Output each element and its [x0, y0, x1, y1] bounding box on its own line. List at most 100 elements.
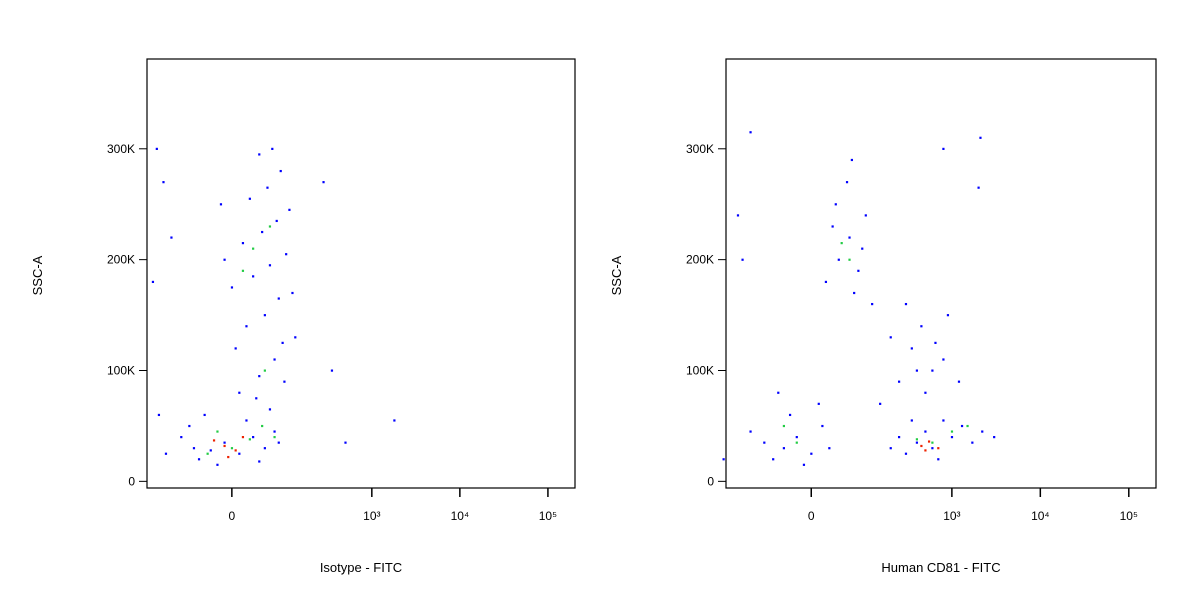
- data-point: [245, 419, 248, 422]
- data-point: [279, 169, 282, 173]
- data-point: [979, 136, 982, 139]
- y-tick-label: 100K: [107, 363, 135, 377]
- data-point: [910, 419, 913, 422]
- data-point: [897, 380, 901, 383]
- data-point: [258, 153, 261, 156]
- data-point: [197, 458, 201, 461]
- data-point: [277, 441, 280, 444]
- data-point: [266, 186, 269, 189]
- data-point: [261, 230, 264, 234]
- data-point: [749, 131, 752, 134]
- data-point: [946, 314, 950, 317]
- x-tick-label: 10⁴: [451, 509, 470, 523]
- data-point: [904, 452, 908, 455]
- data-point: [788, 413, 792, 417]
- data-point: [216, 430, 219, 433]
- data-point: [942, 358, 945, 361]
- data-point: [910, 347, 913, 350]
- data-point: [170, 236, 173, 239]
- data-point: [889, 447, 892, 450]
- data-point: [252, 436, 255, 439]
- x-tick-label: 10⁵: [1120, 509, 1138, 523]
- data-point: [277, 297, 280, 300]
- y-tick-label: 0: [128, 474, 135, 488]
- data-point: [241, 436, 245, 439]
- y-tick-label: 300K: [686, 142, 714, 156]
- data-point: [977, 186, 980, 189]
- data-point: [238, 452, 241, 455]
- data-point: [188, 424, 191, 428]
- y-tick-label: 200K: [107, 253, 135, 267]
- data-point: [209, 449, 212, 452]
- data-point: [821, 424, 824, 428]
- data-point: [261, 424, 264, 428]
- data-point: [927, 440, 931, 443]
- plot: 0 100K 200K 300K 0 10³ 10⁴ 10⁵ Isotype - FITC SSC…: [30, 58, 576, 575]
- data-point: [273, 430, 276, 433]
- data-point: [223, 441, 226, 444]
- x-tick-label: 0: [808, 509, 815, 523]
- x-tick-label: 10⁴: [1031, 509, 1050, 523]
- data-point: [216, 463, 219, 466]
- data-point: [741, 258, 744, 261]
- data-point: [344, 441, 347, 444]
- data-point: [322, 181, 325, 184]
- y-tick-label: 200K: [686, 253, 714, 267]
- data-point: [252, 275, 255, 278]
- data-point: [258, 375, 261, 378]
- data-point: [294, 336, 297, 339]
- data-point: [241, 242, 245, 245]
- data-point: [897, 436, 901, 439]
- data-point: [234, 449, 237, 452]
- data-point: [330, 369, 334, 372]
- data-point: [950, 436, 954, 439]
- data-point: [157, 413, 161, 417]
- data-point: [268, 225, 272, 228]
- data-point: [288, 208, 291, 211]
- data-point: [864, 214, 867, 217]
- data-point: [871, 302, 874, 306]
- data-point: [960, 424, 964, 428]
- data-point: [942, 419, 945, 422]
- data-point: [971, 441, 974, 444]
- data-point: [263, 447, 266, 450]
- data-point: [802, 463, 806, 466]
- data-point: [252, 247, 255, 250]
- data-point: [831, 225, 834, 228]
- data-point: [837, 258, 840, 261]
- data-point: [206, 452, 209, 455]
- data-point: [915, 438, 919, 441]
- data-point: [223, 444, 226, 448]
- data-point: [230, 447, 234, 450]
- data-point: [180, 436, 183, 439]
- data-point: [291, 291, 294, 295]
- data-point: [258, 460, 261, 463]
- data-point: [772, 458, 775, 461]
- y-tick-label: 0: [707, 474, 714, 488]
- y-tick-label: 300K: [107, 142, 135, 156]
- data-point: [828, 447, 831, 450]
- data-point: [879, 402, 882, 405]
- data-point: [230, 286, 234, 289]
- data-point: [848, 236, 851, 239]
- data-point: [795, 436, 798, 439]
- data-point: [931, 369, 934, 372]
- data-point: [924, 430, 927, 433]
- data-point: [920, 444, 923, 448]
- x-axis-label: Isotype - FITC: [320, 560, 402, 575]
- data-point: [915, 441, 919, 444]
- data-point: [736, 214, 740, 217]
- data-point: [281, 341, 284, 344]
- y-axis-label: SSC-A: [609, 255, 624, 295]
- data-point: [861, 247, 864, 250]
- data-point: [966, 424, 969, 428]
- data-point: [245, 325, 248, 328]
- data-point: [273, 436, 276, 439]
- data-point: [904, 302, 908, 306]
- data-point: [763, 441, 766, 444]
- data-point: [889, 336, 892, 339]
- y-tick-label: 100K: [686, 363, 714, 377]
- data-point: [795, 441, 798, 444]
- data-point: [393, 419, 396, 422]
